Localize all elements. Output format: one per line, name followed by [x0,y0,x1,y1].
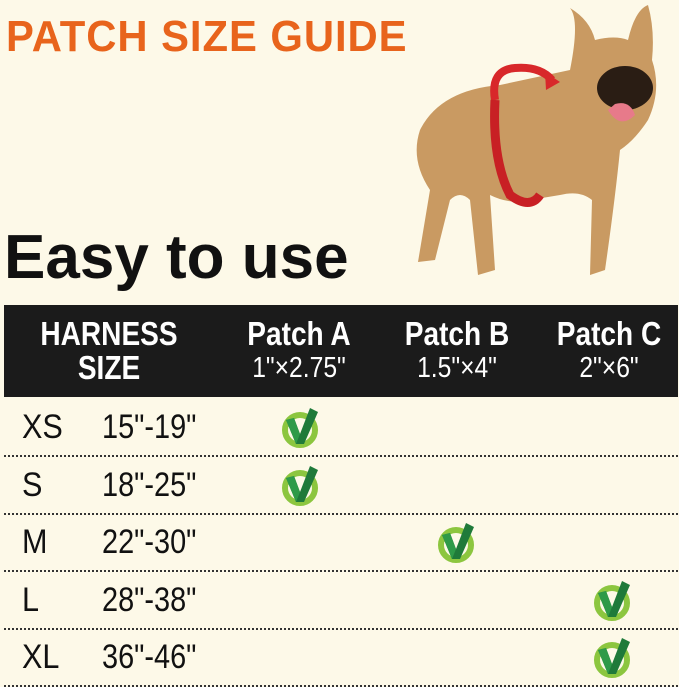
header-line1: Patch A [247,315,351,352]
table-row: XS 15"-19" [4,400,678,457]
header-line2: 2"×6" [579,352,639,384]
header-patch-c: Patch C 2"×6" [537,317,679,385]
table-row: M 22"-30" [4,515,678,572]
header-line1: Patch B [404,315,510,352]
size-range: 15"-19" [102,408,197,446]
header-line1: HARNESS [40,315,178,352]
size-label: S [22,465,43,504]
dog-image [416,5,657,275]
table-row: L 28"-38" [4,573,678,630]
size-range: 22"-30" [102,523,197,561]
header-line2: 1.5"×4" [417,352,497,384]
checkmark-circle-icon [282,408,318,448]
checkmark-circle-icon [594,580,630,621]
checkmark-circle-icon [438,523,474,563]
header-patch-b: Patch B 1.5"×4" [385,317,530,385]
header-line2: SIZE [77,349,141,386]
header-harness-size: HARNESS SIZE [37,317,182,385]
size-label: M [22,523,48,561]
subtitle: Easy to use [4,223,349,292]
size-label: L [22,580,40,619]
size-label: XS [22,408,63,446]
size-range: 18"-25" [102,465,197,504]
table-header: HARNESS SIZE Patch A 1"×2.75" Patch B 1.… [4,305,678,397]
header-line1: Patch C [556,315,662,352]
table-row: S 18"-25" [4,458,678,515]
size-range: 28"-38" [102,580,197,619]
header-line2: 1"×2.75" [252,352,346,384]
header-patch-a: Patch A 1"×2.75" [227,317,372,385]
checkmark-circle-icon [594,638,630,678]
checkmark-circle-icon [282,465,318,506]
size-range: 36"-46" [102,638,197,676]
page-title: PATCH SIZE GUIDE [6,12,408,61]
size-label: XL [22,638,60,676]
table-row: XL 36"-46" [4,630,678,687]
